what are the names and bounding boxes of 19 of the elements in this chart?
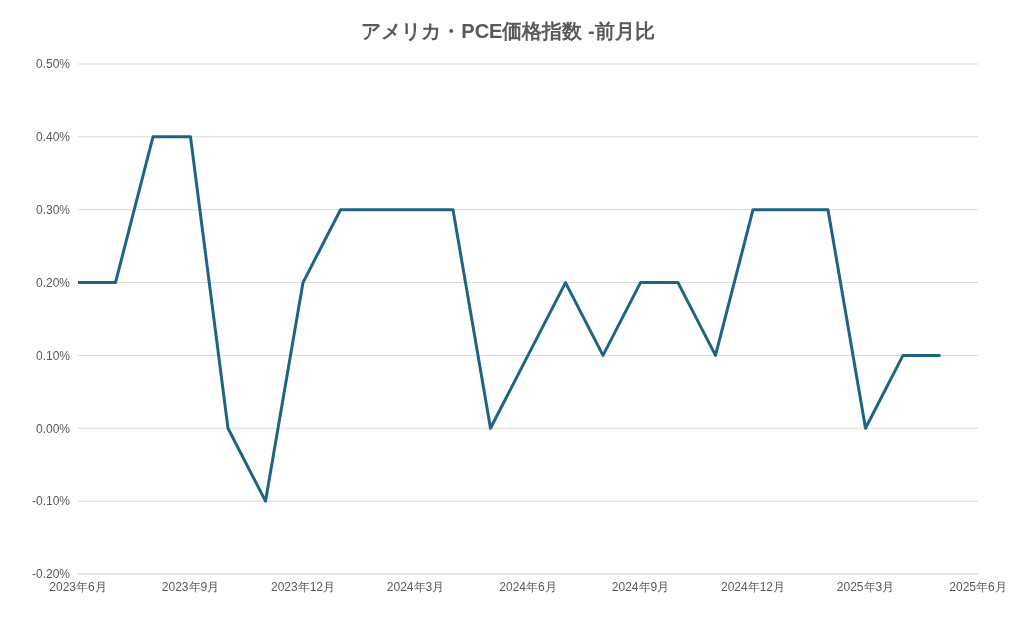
x-tick-label: 2023年12月 [270,579,336,594]
chart-title: アメリカ・PCE価格指数 -前月比 [360,19,656,44]
x-tick-label: 2025年6月 [949,579,1007,594]
y-tick-label: 0.40% [35,130,71,145]
x-tick-label: 2024年3月 [386,579,445,594]
y-tick-label: 0.00% [35,421,71,436]
y-tick-label: -0.20% [31,567,71,582]
x-tick-label: 2024年12月 [720,579,786,594]
line-series [78,135,942,503]
y-tick-label: -0.10% [31,494,71,509]
x-tick-label: 2025年3月 [836,579,895,594]
y-tick-label: 0.10% [35,348,71,363]
x-tick-label: 2023年6月 [49,579,107,594]
x-tick-label: 2024年6月 [499,579,557,594]
y-tick-label: 0.50% [35,57,71,72]
y-tick-label: 0.20% [35,275,71,290]
x-tick-label: 2024年9月 [611,579,670,594]
y-tick-label: 0.30% [35,202,71,217]
x-tick-label: 2023年9月 [161,579,220,594]
